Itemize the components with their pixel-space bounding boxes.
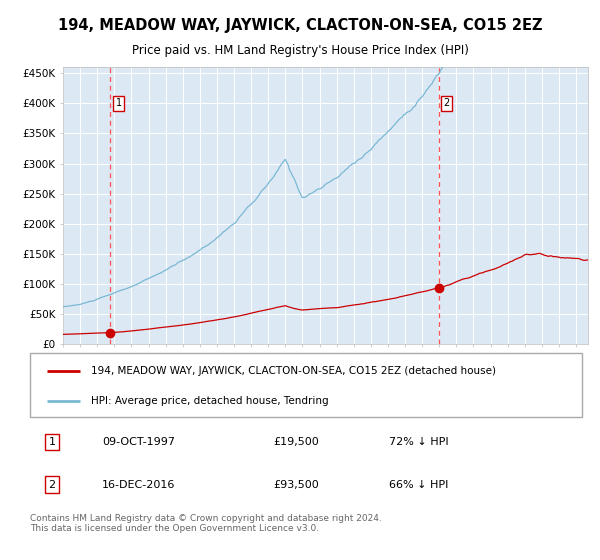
Text: 194, MEADOW WAY, JAYWICK, CLACTON-ON-SEA, CO15 2EZ (detached house): 194, MEADOW WAY, JAYWICK, CLACTON-ON-SEA… (91, 366, 496, 376)
Text: 09-OCT-1997: 09-OCT-1997 (102, 437, 175, 447)
Text: 2: 2 (49, 479, 56, 489)
Text: 194, MEADOW WAY, JAYWICK, CLACTON-ON-SEA, CO15 2EZ: 194, MEADOW WAY, JAYWICK, CLACTON-ON-SEA… (58, 18, 542, 32)
Text: Price paid vs. HM Land Registry's House Price Index (HPI): Price paid vs. HM Land Registry's House … (131, 44, 469, 57)
Text: 1: 1 (49, 437, 56, 447)
Text: 16-DEC-2016: 16-DEC-2016 (102, 479, 175, 489)
Text: 2: 2 (443, 99, 450, 108)
Text: HPI: Average price, detached house, Tendring: HPI: Average price, detached house, Tend… (91, 396, 328, 406)
Text: Contains HM Land Registry data © Crown copyright and database right 2024.
This d: Contains HM Land Registry data © Crown c… (30, 514, 382, 533)
Text: 66% ↓ HPI: 66% ↓ HPI (389, 479, 448, 489)
FancyBboxPatch shape (30, 353, 582, 417)
Text: £93,500: £93,500 (273, 479, 319, 489)
Text: 1: 1 (116, 99, 122, 108)
Text: £19,500: £19,500 (273, 437, 319, 447)
Text: 72% ↓ HPI: 72% ↓ HPI (389, 437, 448, 447)
